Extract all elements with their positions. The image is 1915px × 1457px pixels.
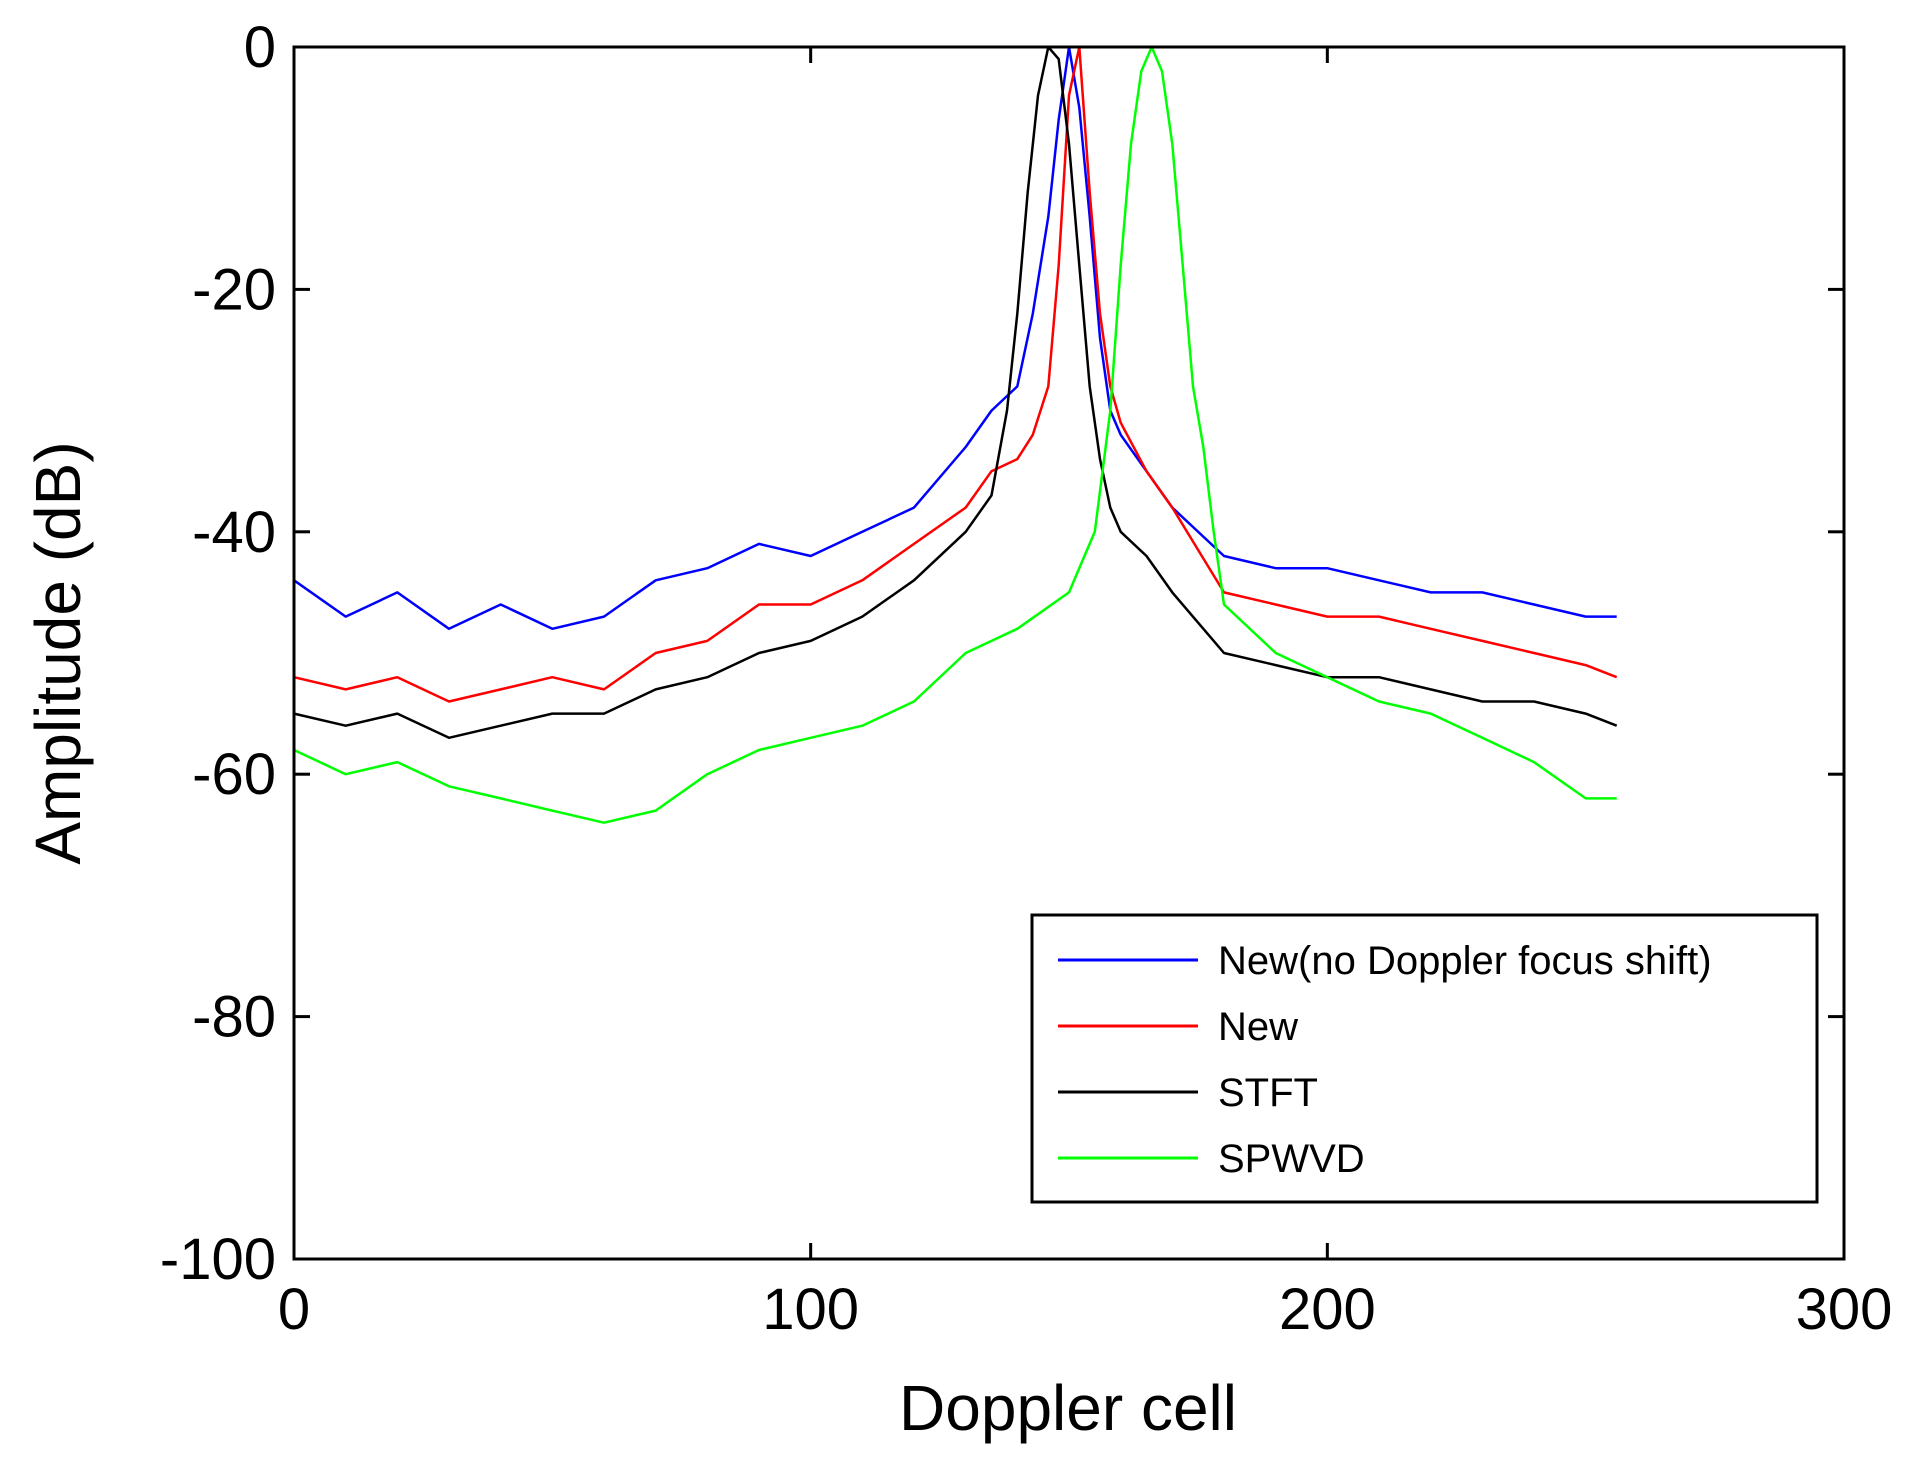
y-tick-label: -40 xyxy=(192,500,276,565)
legend-label-2: STFT xyxy=(1218,1071,1318,1115)
x-tick-label: 0 xyxy=(278,1277,310,1342)
series-line-2 xyxy=(293,45,1618,740)
y-tick-label: -100 xyxy=(160,1227,276,1292)
y-tick-label: 0 xyxy=(244,15,276,80)
plot-frame xyxy=(292,45,1846,1261)
legend-label-0: New(no Doppler focus shift) xyxy=(1218,939,1712,983)
legend-label-1: New xyxy=(1218,1005,1298,1049)
series-line-3 xyxy=(293,45,1617,824)
series-layer xyxy=(293,45,1618,824)
legend-box xyxy=(1030,913,1819,1204)
legend: New(no Doppler focus shift) New STFT SPWVD xyxy=(1030,913,1819,1204)
y-tick-label: -80 xyxy=(192,985,276,1050)
x-tick-label: 100 xyxy=(762,1277,859,1342)
series-line-1 xyxy=(293,45,1618,703)
tick-layer: 0 100 200 300 0 -20 -40 -60 -80 -100 xyxy=(160,15,1892,1342)
y-tick-label: -60 xyxy=(192,742,276,807)
legend-label-3: SPWVD xyxy=(1218,1137,1365,1181)
x-tick-label: 200 xyxy=(1279,1277,1376,1342)
series-line-0 xyxy=(293,45,1617,631)
x-tick-label: 300 xyxy=(1796,1277,1893,1342)
y-tick-label: -20 xyxy=(192,257,276,322)
legend-entries: New(no Doppler focus shift) New STFT SPWVD xyxy=(1058,939,1712,1181)
y-axis-label: Amplitude (dB) xyxy=(22,441,94,864)
x-axis-label: Doppler cell xyxy=(899,1372,1237,1444)
